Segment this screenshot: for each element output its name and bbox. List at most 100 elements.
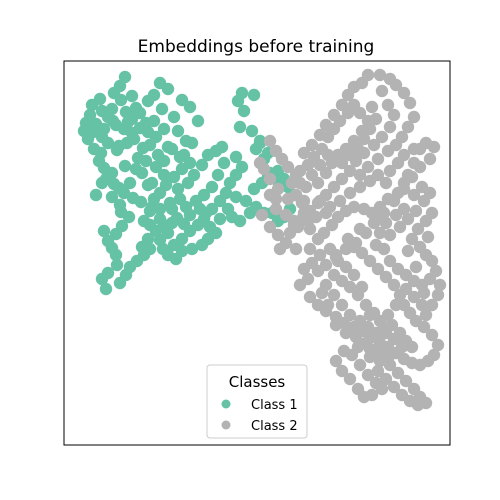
scatter-point-class-2-211: [381, 98, 395, 112]
scatter-point-class-1-90: [235, 160, 249, 174]
scatter-point-class-2-176: [337, 344, 351, 358]
scatter-point-class-1-120: [201, 148, 215, 162]
scatter-point-class-1-112: [143, 204, 157, 218]
scatter-point-class-1-52: [95, 272, 109, 286]
scatter-point-class-2-82: [353, 222, 367, 236]
scatter-point-class-1-94: [217, 156, 231, 170]
scatter-point-class-2-161: [425, 298, 439, 312]
scatter-point-class-2-137: [405, 340, 419, 354]
scatter-point-class-2-143: [347, 268, 361, 282]
scatter-point-class-2-273: [297, 194, 311, 208]
scatter-point-class-1-151: [93, 92, 107, 106]
plot-frame: [63, 60, 451, 446]
scatter-point-class-1-192: [247, 88, 261, 102]
scatter-point-class-1-156: [133, 106, 147, 120]
scatter-point-class-1-135: [179, 134, 193, 148]
scatter-point-class-2-251: [297, 146, 311, 160]
scatter-point-class-1-124: [175, 93, 189, 107]
scatter-point-class-1-43: [122, 210, 136, 224]
scatter-point-class-2-214: [375, 130, 389, 144]
scatter-point-class-2-164: [417, 286, 431, 300]
scatter-point-class-2-75: [379, 270, 393, 284]
scatter-point-class-2-15: [269, 202, 283, 216]
scatter-point-class-2-198: [361, 160, 375, 174]
scatter-point-class-2-195: [375, 208, 389, 222]
scatter-point-class-1-185: [229, 190, 243, 204]
scatter-point-class-2-93: [389, 208, 403, 222]
scatter-point-class-1-38: [118, 159, 132, 173]
scatter-point-class-2-13: [263, 220, 277, 234]
scatter-point-class-2-157: [339, 326, 353, 340]
scatter-point-class-2-172: [351, 382, 365, 396]
scatter-point-class-1-47: [97, 224, 111, 238]
scatter-point-class-2-140: [377, 320, 391, 334]
scatter-point-class-2-280: [353, 180, 367, 194]
scatter-point-class-1-4: [114, 93, 128, 107]
scatter-point-class-1-96: [205, 180, 219, 194]
scatter-point-class-2-199: [371, 152, 385, 166]
scatter-point-class-2-181: [391, 366, 405, 380]
legend-box: [206, 364, 308, 439]
scatter-point-class-1-149: [105, 102, 119, 116]
scatter-point-class-1-116: [163, 196, 177, 210]
scatter-point-class-1-108: [167, 170, 181, 184]
scatter-point-class-2-35: [427, 140, 441, 154]
scatter-point-class-2-271: [313, 158, 327, 172]
scatter-point-class-2-110: [425, 206, 439, 220]
scatter-point-class-2-167: [361, 368, 375, 382]
scatter-point-class-2-269: [331, 148, 345, 162]
scatter-point-class-1-184: [243, 206, 257, 220]
scatter-point-class-2-274: [309, 210, 323, 224]
scatter-point-class-2-97: [383, 254, 397, 268]
scatter-point-class-1-161: [183, 156, 197, 170]
scatter-point-class-2-166: [353, 358, 367, 372]
scatter-point-class-2-204: [407, 110, 421, 124]
scatter-point-class-2-112: [401, 244, 415, 258]
scatter-point-class-2-239: [347, 134, 361, 148]
scatter-point-class-2-84: [383, 228, 397, 242]
scatter-point-class-2-231: [365, 100, 379, 114]
scatter-point-class-2-182: [399, 374, 413, 388]
scatter-point-class-2-39: [397, 182, 411, 196]
scatter-point-class-2-3: [281, 160, 295, 174]
scatter-point-class-2-278: [333, 194, 347, 208]
scatter-point-class-2-50: [293, 278, 307, 292]
scatter-point-class-2-270: [321, 148, 335, 162]
scatter-point-class-2-95: [373, 226, 387, 240]
scatter-point-class-1-78: [175, 244, 189, 258]
scatter-point-class-2-103: [429, 264, 443, 278]
scatter-point-class-2-147: [313, 248, 327, 262]
scatter-point-class-2-108: [411, 222, 425, 236]
scatter-point-class-2-42: [367, 216, 381, 230]
scatter-point-class-2-225: [287, 218, 301, 232]
scatter-point-class-2-96: [377, 242, 391, 256]
scatter-point-class-2-129: [343, 308, 357, 322]
scatter-point-class-2-138: [395, 340, 409, 354]
scatter-point-class-1-104: [171, 182, 185, 196]
scatter-point-class-1-114: [143, 218, 157, 232]
legend-marker-class-1: [221, 399, 231, 409]
scatter-point-class-2-174: [335, 364, 349, 378]
scatter-point-class-1-131: [167, 110, 181, 124]
scatter-point-class-2-158: [349, 330, 363, 344]
legend-label-class-1: Class 1: [251, 398, 298, 413]
scatter-point-class-2-262: [281, 192, 295, 206]
scatter-point-class-1-100: [199, 206, 213, 220]
scatter-point-class-1-188: [233, 120, 247, 134]
scatter-point-class-2-190: [379, 372, 393, 386]
scatter-point-class-2-272: [305, 168, 319, 182]
chart-title: Embeddings before training: [138, 37, 375, 57]
scatter-point-class-2-51: [303, 290, 317, 304]
scatter-point-class-2-260: [361, 68, 375, 82]
scatter-point-class-1-134: [171, 124, 185, 138]
scatter-point-class-2-150: [289, 242, 303, 256]
scatter-point-class-1-191: [235, 86, 249, 100]
scatter-point-class-2-203: [401, 120, 415, 134]
scatter-point-class-2-77: [363, 254, 377, 268]
scatter-point-class-1-41: [105, 190, 119, 204]
scatter-point-class-2-0: [263, 134, 277, 148]
scatter-point-class-2-115: [407, 290, 421, 304]
scatter-point-class-2-215: [367, 138, 381, 152]
scatter-point-class-2-192: [373, 346, 387, 360]
scatter-point-class-2-40: [387, 194, 401, 208]
